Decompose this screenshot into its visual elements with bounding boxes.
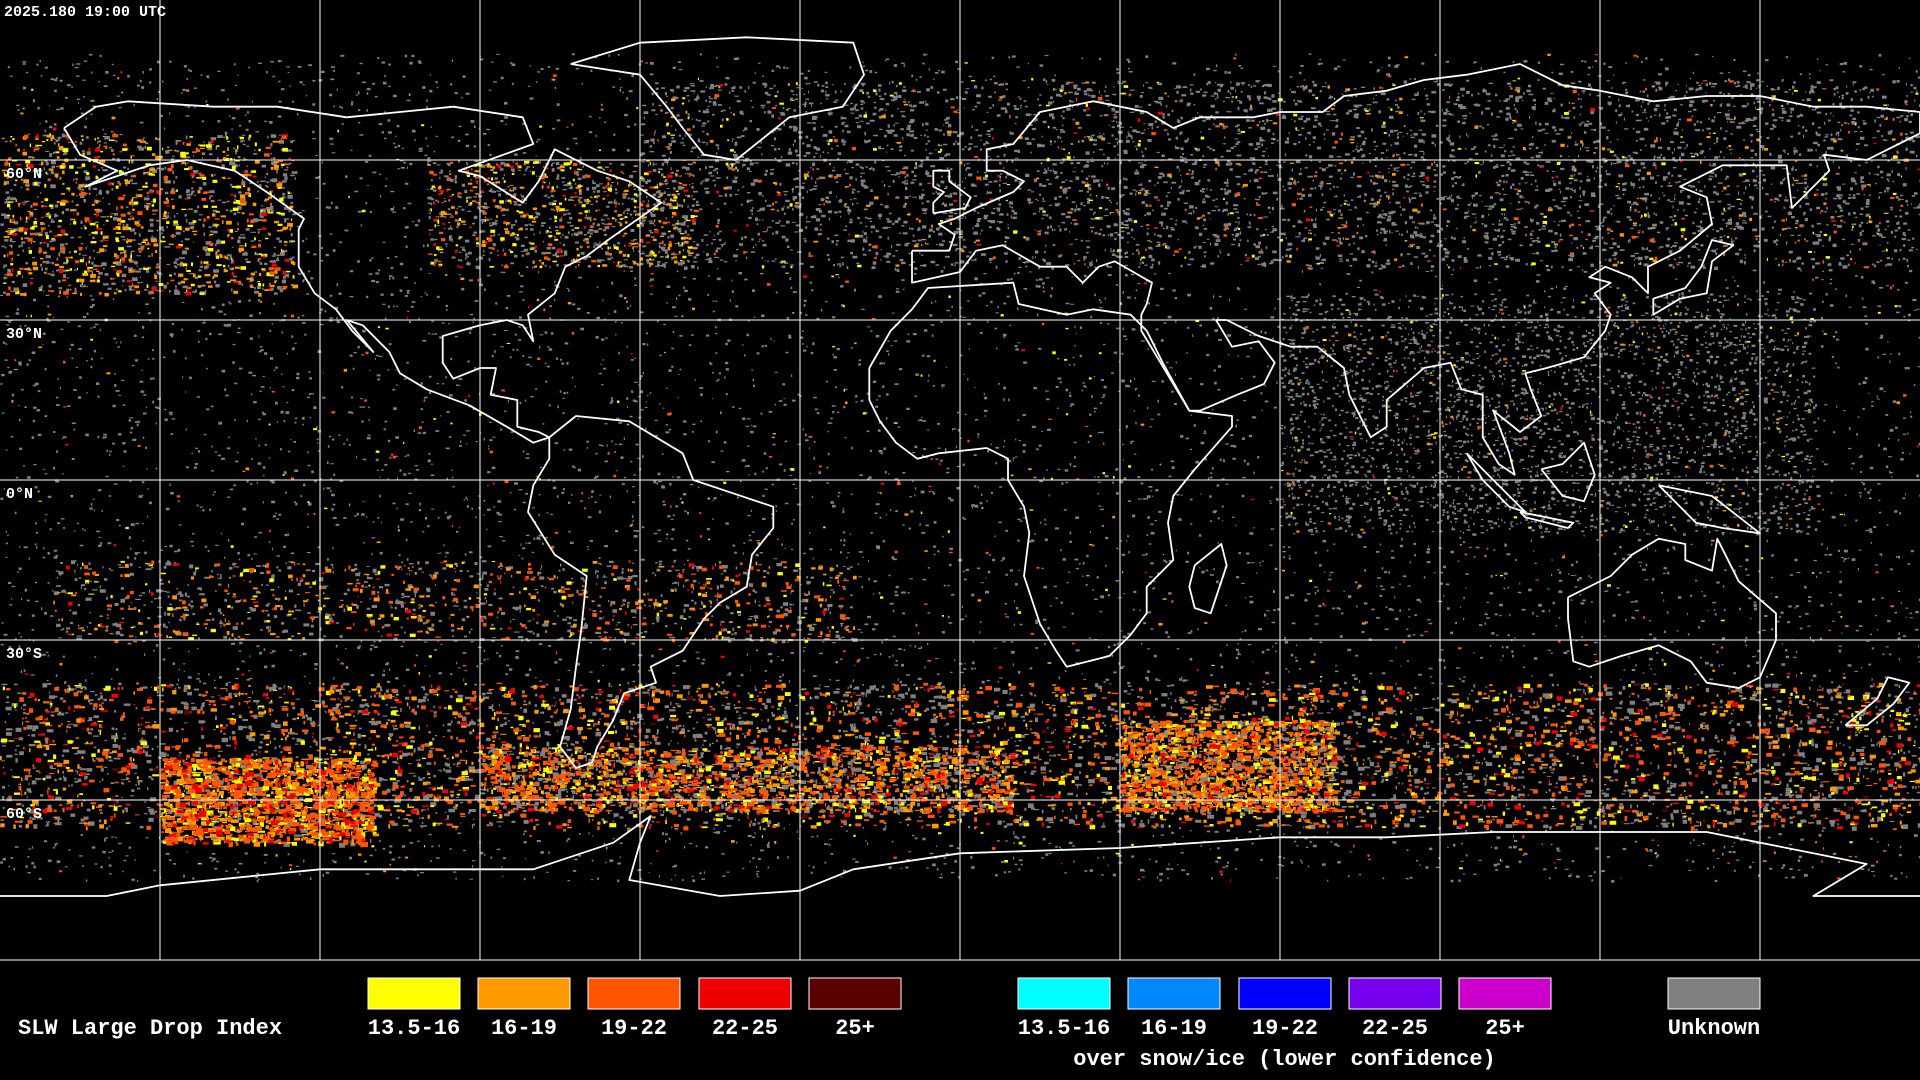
coastline [911,63,1920,476]
legend-swatch [1017,977,1111,1010]
legend-label: 16-19 [1141,1016,1207,1041]
legend-label: 19-22 [601,1016,667,1041]
legend-label: 13.5-16 [368,1016,460,1041]
legend-swatch [1348,977,1442,1010]
legend-swatch [477,977,571,1010]
legend-swatch [698,977,792,1010]
legend-label: 25+ [1485,1016,1525,1041]
coastline [1519,511,1575,529]
latitude-label: 30°S [6,646,42,663]
coastline [1465,452,1527,513]
coastline [1652,239,1735,316]
latitude-label: 60°S [6,806,42,823]
coastline [1540,441,1596,503]
legend-swatch [587,977,681,1010]
legend-caption: over snow/ice (lower confidence) [1073,1047,1495,1072]
legend-title: SLW Large Drop Index [18,1016,282,1041]
legend-swatch [1458,977,1552,1010]
legend-label: 22-25 [712,1016,778,1041]
graticule [0,0,1920,960]
legend-swatch [1667,977,1761,1010]
legend-label: 13.5-16 [1018,1016,1110,1041]
legend-swatch [808,977,902,1010]
coastline [1658,484,1761,535]
coastline [1188,543,1228,615]
latitude-label: 0°N [6,486,33,503]
legend-label: 25+ [835,1016,875,1041]
legend-label: 16-19 [491,1016,557,1041]
timestamp: 2025.180 19:00 UTC [4,4,166,21]
legend-swatch [1238,977,1332,1010]
coastline [868,281,1233,668]
latitude-label: 30°N [6,326,42,343]
legend-label: Unknown [1668,1016,1760,1041]
coastlines [0,36,1920,897]
legend-swatch [367,977,461,1010]
legend-label: 22-25 [1362,1016,1428,1041]
coastline [932,169,972,215]
legend-swatch [1127,977,1221,1010]
coastline [63,100,663,444]
legend: SLW Large Drop Index 13.5-16 16-19 19-22 22-… [18,977,1761,1072]
coastline [1844,676,1911,727]
cloud-field [0,53,1920,883]
legend-label: 19-22 [1252,1016,1318,1041]
latitude-label: 60°N [6,166,42,183]
coastline [570,36,865,161]
coastline [0,815,1920,897]
